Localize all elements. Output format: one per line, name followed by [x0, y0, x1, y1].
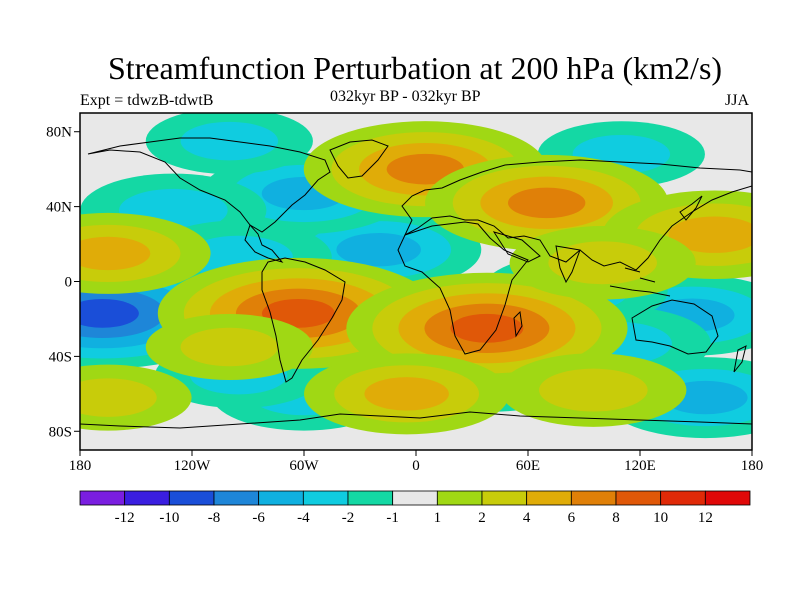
colorbar-swatch: [347, 490, 394, 506]
colorbar-swatch: [436, 490, 483, 506]
lat-tick-label: 80S: [49, 424, 72, 440]
lon-tick-label: 180: [741, 458, 764, 474]
anomaly-contour: [80, 378, 157, 417]
colorbar-label: -2: [342, 510, 355, 526]
coastline-north-america: [87, 137, 331, 233]
longitude-axis: 180 120W 60W 0 60E 120E 180: [69, 450, 764, 474]
colorbar-label: 8: [612, 510, 620, 526]
colorbar-swatch: [213, 490, 260, 506]
anomaly-contour: [261, 298, 335, 328]
anomaly-center: [80, 364, 192, 431]
colorbar-label: -8: [208, 510, 221, 526]
anomaly-contour: [450, 313, 524, 343]
colorbar-label: 10: [653, 510, 668, 526]
anomaly-center: [304, 353, 510, 435]
coastline-new-zealand: [733, 345, 747, 373]
coastline-indonesia: [609, 267, 671, 297]
colorbar-label: -4: [297, 510, 310, 526]
anomaly-contour: [668, 216, 752, 253]
colorbar-swatch: [570, 490, 617, 506]
coastline-madagascar: [513, 310, 523, 338]
anomaly-center: [346, 272, 628, 384]
coastline-australia: [631, 299, 719, 355]
lat-tick-label: 40N: [46, 200, 72, 216]
coastline-arabia: [492, 231, 541, 263]
colorbar-swatch: [526, 490, 572, 506]
coastline-japan: [679, 195, 703, 221]
lat-tick-label: 80N: [46, 125, 72, 141]
coastline-central-america: [244, 224, 284, 263]
anomaly-center: [145, 314, 313, 381]
anomaly-field: [80, 113, 752, 439]
colorbar-label: -1: [386, 510, 399, 526]
coastline-eurasia: [401, 159, 752, 271]
experiment-label: Expt = tdwzB-tdwtB: [80, 92, 214, 109]
anomaly-contour: [180, 121, 279, 161]
coastlines: [80, 137, 752, 429]
colorbar-swatch: [615, 490, 662, 506]
lon-tick-label: 120W: [174, 458, 212, 474]
anomaly-center: [80, 212, 211, 294]
colorbar-label: -6: [252, 510, 265, 526]
coastline-antarctica: [80, 411, 752, 429]
anomaly-contour: [336, 232, 421, 267]
anomaly-contour: [539, 368, 648, 412]
anomaly-center: [145, 113, 313, 175]
anomaly-contour: [80, 236, 151, 271]
lon-tick-label: 60W: [289, 458, 319, 474]
coastline-africa: [397, 221, 529, 355]
anomaly-center: [425, 154, 669, 251]
colorbar-label: 2: [478, 510, 486, 526]
season-label: JJA: [725, 92, 750, 109]
lat-tick-label: 0: [65, 275, 73, 291]
lon-tick-label: 180: [69, 458, 92, 474]
colorbar-swatch: [704, 490, 751, 506]
colorbar-swatch: [168, 490, 215, 506]
colorbar-label: 12: [698, 510, 713, 526]
anomaly-center: [500, 353, 687, 427]
coastline-greenland: [329, 139, 389, 179]
anomaly-contour: [364, 377, 449, 411]
coastline-south-america: [261, 257, 346, 383]
colorbar-swatch: [258, 490, 304, 506]
anomaly-contour: [548, 241, 657, 285]
lat-tick-label: 40S: [49, 349, 72, 365]
colorbar-swatch: [392, 490, 438, 506]
colorbar-label: -10: [159, 510, 179, 526]
coastline-india: [555, 245, 581, 284]
map-title: Streamfunction Perturbation at 200 hPa (…: [107, 50, 723, 86]
anomaly-contour: [507, 187, 586, 219]
lon-tick-label: 0: [412, 458, 420, 474]
colorbar-label: -12: [115, 510, 135, 526]
anomaly-contour: [80, 298, 139, 328]
colorbar-swatch: [302, 490, 349, 506]
anomaly-contour: [180, 327, 279, 367]
latitude-axis: 80N 40N 0 40S 80S: [46, 125, 80, 440]
colorbar-label: 4: [523, 510, 531, 526]
colorbar-label: 1: [434, 510, 442, 526]
colorbar-swatch: [79, 490, 126, 506]
colorbar: -12 -10 -8 -6 -4 -2 -1 1 2 4 6 8 10 12: [79, 490, 751, 526]
colorbar-label: 6: [568, 510, 576, 526]
colorbar-swatch: [481, 490, 528, 506]
period-label: 032kyr BP - 032kyr BP: [330, 88, 481, 105]
lon-tick-label: 120E: [624, 458, 656, 474]
anomaly-center: [509, 226, 696, 300]
lon-tick-label: 60E: [516, 458, 540, 474]
colorbar-swatch: [660, 490, 706, 506]
colorbar-swatch: [124, 490, 170, 506]
